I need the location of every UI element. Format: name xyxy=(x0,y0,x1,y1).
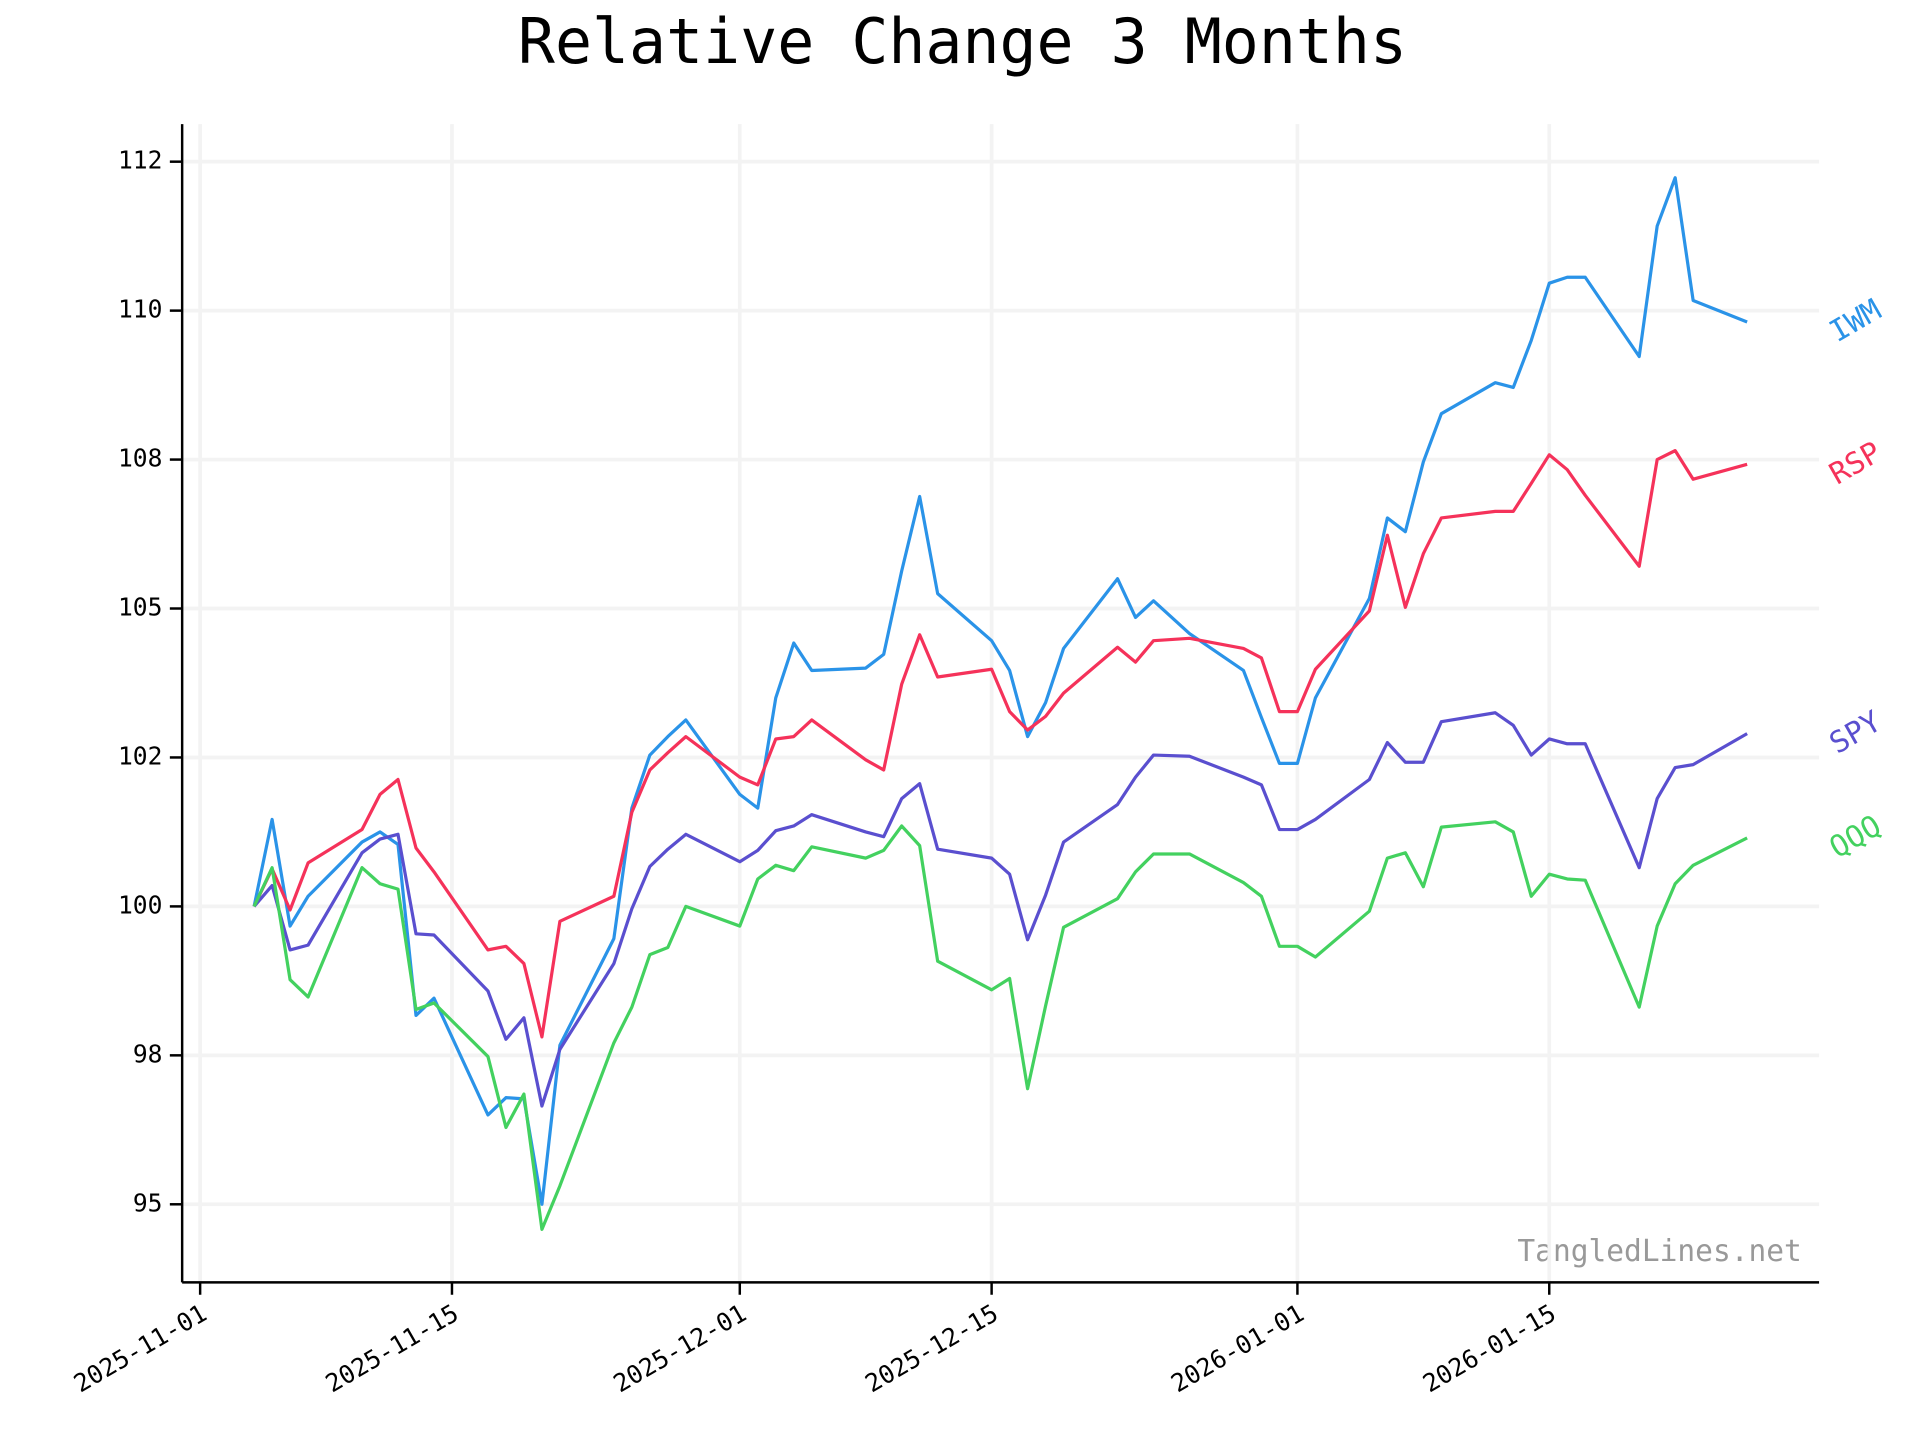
series-label: QQQ xyxy=(1823,807,1887,864)
x-tick-label: 2026-01-01 xyxy=(1166,1298,1309,1398)
x-tick-label: 2026-01-15 xyxy=(1418,1298,1561,1398)
y-tick-label: 98 xyxy=(133,1039,163,1068)
y-tick-label: 102 xyxy=(118,741,162,770)
y-tick-label: 100 xyxy=(118,890,162,919)
series-label: RSP xyxy=(1823,434,1887,491)
y-tick-label: 105 xyxy=(118,592,162,621)
series-label: SPY xyxy=(1823,703,1887,760)
y-tick-label: 108 xyxy=(118,443,162,472)
x-tick-label: 2025-12-01 xyxy=(608,1298,751,1398)
chart-title: Relative Change 3 Months xyxy=(518,6,1407,78)
series-line xyxy=(252,711,1748,1108)
x-tick-label: 2025-11-15 xyxy=(321,1298,464,1398)
x-tick-label: 2025-11-01 xyxy=(69,1298,212,1398)
series-label: IWM xyxy=(1823,292,1887,349)
series-line xyxy=(252,449,1748,1039)
x-tick-label: 2025-12-15 xyxy=(860,1298,1003,1398)
watermark: TangledLines.net xyxy=(1517,1233,1801,1268)
series-line xyxy=(252,820,1748,1231)
y-tick-label: 112 xyxy=(118,146,162,175)
y-tick-label: 95 xyxy=(133,1188,163,1217)
y-tick-label: 110 xyxy=(118,295,162,324)
